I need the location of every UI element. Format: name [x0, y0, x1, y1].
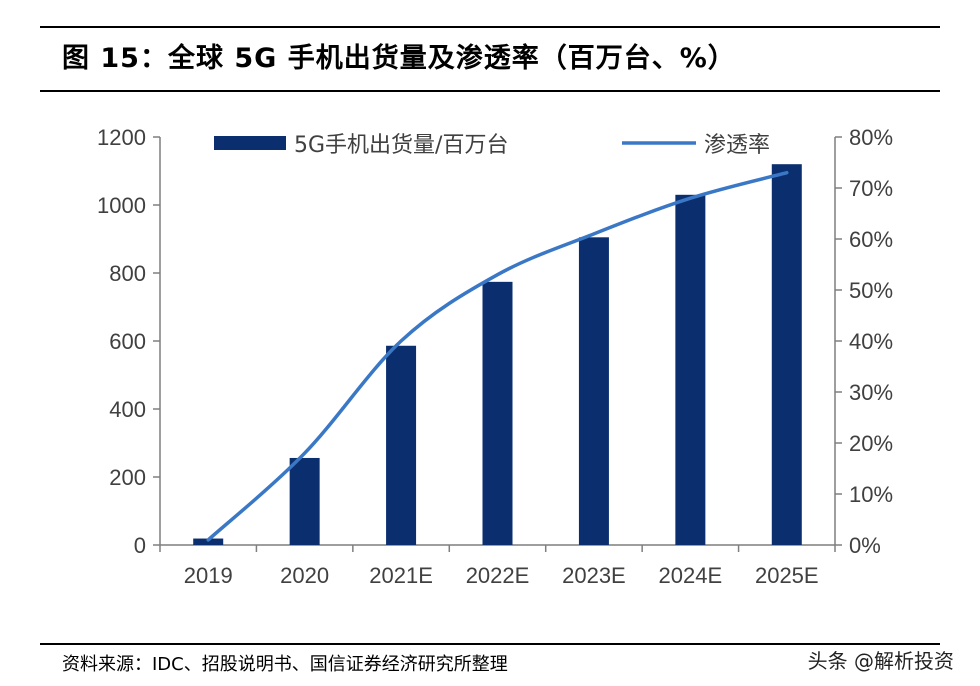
bar	[482, 281, 513, 545]
legend-bar-swatch	[214, 136, 286, 150]
penetration-rate-line	[206, 170, 789, 542]
chart-legend: 5G手机出货量/百万台 渗透率	[214, 133, 770, 158]
right-axis-tick-label: 30%	[849, 380, 893, 405]
watermark: 头条 @解析投资	[807, 649, 954, 673]
left-axis-tick-label: 0	[134, 533, 146, 558]
chart-axes: 0 200 400 600 800 1000 1200 0% 10% 20% 30% 40% 50% 60…	[97, 125, 893, 588]
right-axis-tick-label: 60%	[849, 227, 893, 252]
x-axis-tick-label: 2023E	[562, 563, 626, 588]
bar	[578, 237, 609, 546]
x-axis-tick-label: 2021E	[369, 563, 433, 588]
bar-series	[193, 164, 802, 546]
source-note: 资料来源：IDC、招股说明书、国信证券经济研究所整理	[62, 654, 508, 675]
bar	[771, 164, 802, 545]
x-axis-tick-label: 2019	[184, 563, 233, 588]
x-axis-tick-label: 2020	[280, 563, 329, 588]
title-bottom-rule	[40, 90, 940, 92]
legend-bar-label: 5G手机出货量/百万台	[294, 133, 508, 158]
bar	[386, 345, 417, 545]
bar	[675, 194, 706, 546]
footer-rule	[40, 643, 940, 645]
x-axis-tick-label: 2024E	[659, 563, 723, 588]
x-axis-tick-label: 2022E	[466, 563, 530, 588]
right-axis-tick-label: 70%	[849, 176, 893, 201]
right-axis-tick-label: 20%	[849, 431, 893, 456]
right-axis-tick-label: 80%	[849, 125, 893, 150]
right-axis-tick-label: 50%	[849, 278, 893, 303]
chart: 0 200 400 600 800 1000 1200 0% 10% 20% 30% 40% 50% 60…	[97, 125, 893, 588]
right-axis-tick-label: 40%	[849, 329, 893, 354]
bar	[289, 457, 320, 545]
left-axis-tick-label: 800	[109, 261, 146, 286]
title-top-rule	[40, 26, 940, 28]
line-series	[206, 170, 789, 542]
left-axis-tick-label: 600	[109, 329, 146, 354]
left-axis-tick-label: 1000	[97, 193, 146, 218]
chart-title: 图 15：全球 5G 手机出货量及渗透率（百万台、%）	[62, 43, 736, 74]
left-axis-tick-label: 200	[109, 465, 146, 490]
legend-line-label: 渗透率	[704, 133, 770, 158]
bar	[193, 538, 224, 545]
left-axis-tick-label: 1200	[97, 125, 146, 150]
right-axis-tick-label: 0%	[849, 533, 881, 558]
left-axis-tick-label: 400	[109, 397, 146, 422]
x-axis-tick-label: 2025E	[755, 563, 819, 588]
right-axis-tick-label: 10%	[849, 482, 893, 507]
